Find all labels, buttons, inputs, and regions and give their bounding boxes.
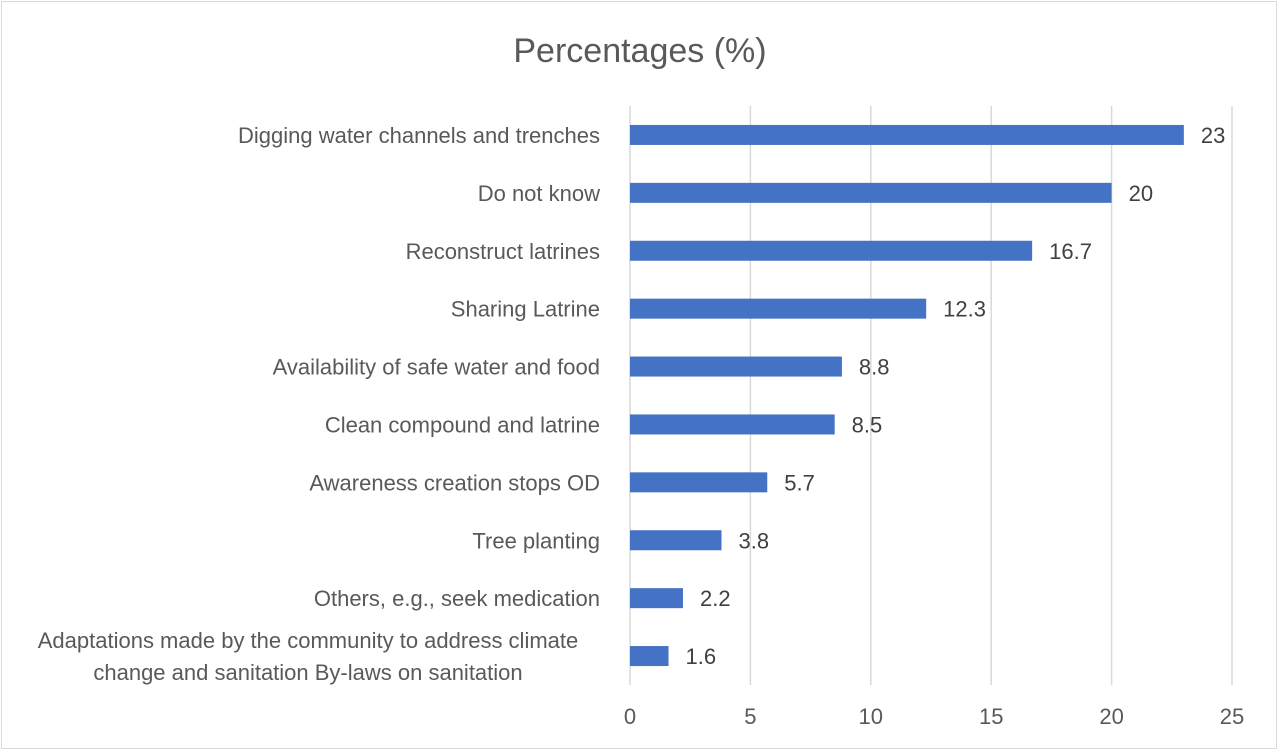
data-labels: 23 20 16.7 12.3 8.8 8.5 5.7 3.8 2.2 1.6: [686, 123, 1226, 669]
category-labels: Digging water channels and trenches Do no…: [38, 123, 600, 685]
data-label: 16.7: [1049, 239, 1092, 264]
bar: [630, 588, 683, 609]
x-tick-label: 5: [744, 704, 756, 729]
category-label: Clean compound and latrine: [325, 412, 600, 437]
data-label: 8.8: [859, 355, 890, 380]
category-label: Digging water channels and trenches: [238, 123, 600, 148]
data-label: 2.2: [700, 586, 731, 611]
data-label: 12.3: [943, 297, 986, 322]
category-label: Availability of safe water and food: [273, 355, 600, 380]
data-label: 3.8: [739, 528, 770, 553]
bar: [630, 530, 722, 551]
x-tick-label: 25: [1220, 704, 1244, 729]
data-label: 5.7: [784, 470, 815, 495]
data-label: 23: [1201, 123, 1225, 148]
category-label: Others, e.g., seek medication: [314, 586, 600, 611]
x-tick-label: 10: [859, 704, 883, 729]
data-label: 20: [1129, 181, 1153, 206]
bar: [630, 472, 768, 493]
bars: [630, 124, 1184, 667]
x-tick-label: 20: [1099, 704, 1123, 729]
bar: [630, 124, 1184, 145]
category-label: Adaptations made by the community to add…: [38, 628, 579, 685]
data-label: 8.5: [852, 412, 883, 437]
category-label: Sharing Latrine: [451, 297, 600, 322]
bar: [630, 414, 835, 435]
bar: [630, 182, 1112, 203]
category-label: Do not know: [478, 181, 600, 206]
category-label-line: Adaptations made by the community to add…: [38, 628, 579, 653]
bar: [630, 646, 669, 667]
data-label: 1.6: [686, 644, 717, 669]
category-label: Reconstruct latrines: [406, 239, 600, 264]
category-label: Tree planting: [472, 528, 600, 553]
bar: [630, 356, 842, 377]
bar: [630, 298, 927, 319]
category-label: Awareness creation stops OD: [309, 470, 600, 495]
bar: [630, 240, 1033, 261]
category-label-line: change and sanitation By-laws on sanitat…: [93, 660, 522, 685]
x-tick-label: 0: [624, 704, 636, 729]
chart-title: Percentages (%): [513, 32, 766, 70]
x-tick-label: 15: [979, 704, 1003, 729]
x-axis-ticks: 0 5 10 15 20 25: [624, 704, 1244, 729]
